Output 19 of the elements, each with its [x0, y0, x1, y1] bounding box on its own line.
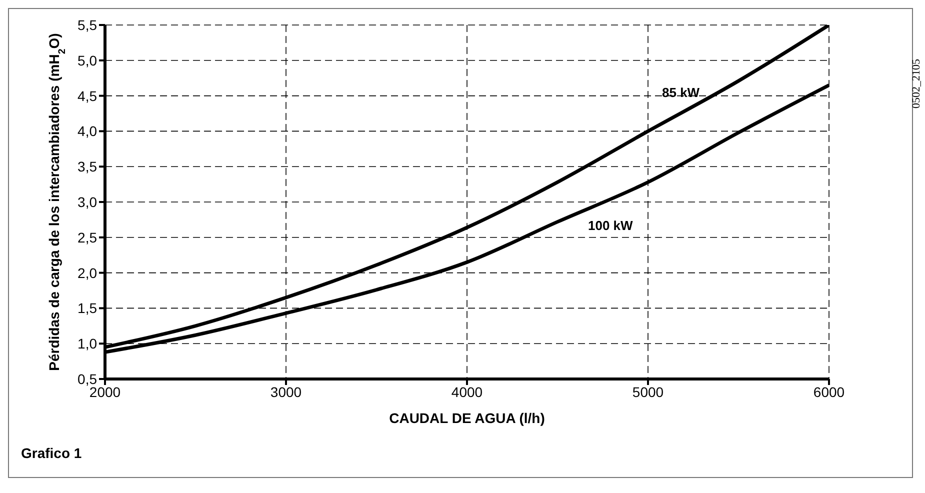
- y-tick-label: 4,5: [78, 88, 98, 104]
- y-tick-label: 5,5: [78, 16, 98, 33]
- series-label: 100 kW: [588, 218, 634, 234]
- y-tick-label: 5,0: [78, 52, 98, 68]
- x-tick-label: 3000: [270, 384, 302, 400]
- y-tick-label: 2,0: [78, 264, 98, 281]
- y-tick-label: 1,5: [78, 300, 98, 316]
- y-tick-label: 4,0: [78, 123, 98, 140]
- y-tick-label: 1,0: [78, 336, 98, 352]
- text: 0502_2105: [910, 59, 922, 108]
- series-label: 85 kW: [662, 85, 700, 100]
- x-axis-title: CAUDAL DE AGUA (l/h): [389, 410, 545, 426]
- y-tick-label: 3,0: [78, 194, 98, 210]
- x-tick-label: 5000: [632, 384, 664, 400]
- x-tick-label: 4000: [451, 384, 483, 400]
- text: Grafico 1: [21, 445, 82, 461]
- y-tick-label: 2,5: [78, 229, 98, 246]
- x-tick-label: 6000: [813, 384, 845, 400]
- y-tick-label: 3,5: [78, 158, 98, 175]
